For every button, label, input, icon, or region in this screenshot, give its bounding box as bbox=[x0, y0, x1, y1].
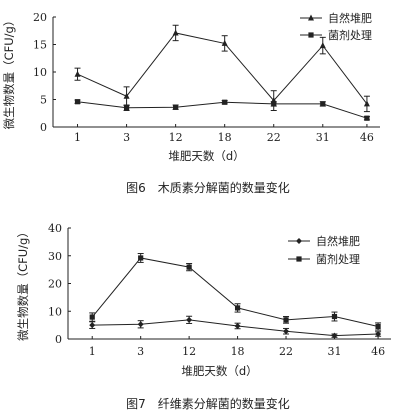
series-line bbox=[92, 319, 379, 337]
data-point bbox=[331, 332, 338, 339]
y-tick-label: 0 bbox=[55, 333, 62, 346]
y-tick-label: 0 bbox=[40, 121, 47, 134]
legend-marker bbox=[308, 32, 314, 38]
y-tick-label: 20 bbox=[33, 11, 47, 24]
data-point bbox=[331, 313, 338, 320]
x-tick-label: 31 bbox=[316, 131, 330, 144]
chart-lignin-decomposers: 0 5 10 15 20 1 3 12 18 22 31 46 堆肥天数（d） 微生物数量（CFU/g） 图… bbox=[2, 11, 380, 195]
y-tick-label: 5 bbox=[40, 94, 47, 107]
data-point bbox=[222, 99, 228, 105]
data-point bbox=[74, 99, 81, 105]
x-tick-label: 12 bbox=[182, 345, 196, 358]
x-tick-label: 12 bbox=[169, 131, 183, 144]
data-point bbox=[138, 255, 144, 261]
legend-label: 菌剂处理 bbox=[316, 252, 360, 266]
x-tick-label: 1 bbox=[74, 131, 81, 144]
data-point bbox=[320, 101, 326, 107]
legend-marker bbox=[296, 238, 302, 244]
data-point bbox=[173, 104, 179, 110]
y-tick-label: 40 bbox=[48, 222, 62, 235]
legend-marker bbox=[296, 256, 302, 262]
x-tick-label: 22 bbox=[267, 131, 281, 144]
x-axis-label: 堆肥天数（d） bbox=[181, 364, 257, 378]
series-0 bbox=[74, 24, 370, 113]
legend-label: 自然堆肥 bbox=[316, 234, 360, 248]
data-point bbox=[74, 70, 81, 77]
data-point bbox=[364, 115, 370, 121]
series-1 bbox=[89, 253, 382, 331]
legend-label: 菌剂处理 bbox=[328, 28, 372, 42]
y-tick-label: 30 bbox=[48, 250, 62, 263]
figure-caption: 图7 纤维素分解菌的数量变化 bbox=[126, 396, 290, 411]
data-point bbox=[363, 100, 370, 107]
data-point bbox=[123, 105, 130, 111]
data-point bbox=[319, 42, 326, 49]
data-point bbox=[186, 264, 192, 270]
x-tick-label: 18 bbox=[231, 345, 245, 358]
y-axis-label: 微生物数量（CFU/g） bbox=[2, 15, 16, 130]
data-point bbox=[172, 29, 179, 36]
x-tick-label: 31 bbox=[327, 345, 341, 358]
data-point bbox=[234, 322, 241, 329]
y-tick-label: 20 bbox=[48, 278, 62, 291]
data-point bbox=[221, 39, 228, 46]
legend-label: 自然堆肥 bbox=[328, 11, 372, 25]
x-tick-label: 3 bbox=[137, 345, 144, 358]
x-tick-label: 18 bbox=[218, 131, 232, 144]
data-point bbox=[271, 101, 277, 107]
y-axis-label: 微生物数量（CFU/g） bbox=[16, 226, 30, 341]
x-tick-label: 22 bbox=[279, 345, 293, 358]
data-point bbox=[283, 317, 289, 323]
data-point bbox=[89, 314, 95, 320]
chart-cellulose-decomposers: 0 10 20 30 40 1 3 12 18 22 31 46 堆肥天数（d） 微生物数量（CFU/g）… bbox=[16, 222, 391, 411]
x-tick-label: 46 bbox=[360, 131, 374, 144]
x-axis-label: 堆肥天数（d） bbox=[168, 149, 244, 163]
data-point bbox=[89, 322, 96, 329]
series-0 bbox=[89, 315, 382, 339]
data-point bbox=[375, 331, 382, 338]
data-point bbox=[137, 321, 144, 328]
data-point bbox=[186, 316, 193, 323]
x-tick-label: 3 bbox=[123, 131, 130, 144]
data-point bbox=[234, 305, 241, 311]
y-tick-label: 15 bbox=[33, 39, 47, 52]
data-point bbox=[123, 92, 130, 99]
series-1 bbox=[74, 99, 370, 121]
figure-caption: 图6 木质素分解菌的数量变化 bbox=[126, 180, 290, 195]
x-tick-label: 46 bbox=[371, 345, 385, 358]
legend-marker bbox=[308, 14, 314, 21]
data-point bbox=[375, 323, 381, 330]
y-tick-label: 10 bbox=[48, 305, 62, 318]
data-point bbox=[283, 328, 290, 335]
y-tick-label: 10 bbox=[33, 66, 47, 79]
x-tick-label: 1 bbox=[89, 345, 96, 358]
